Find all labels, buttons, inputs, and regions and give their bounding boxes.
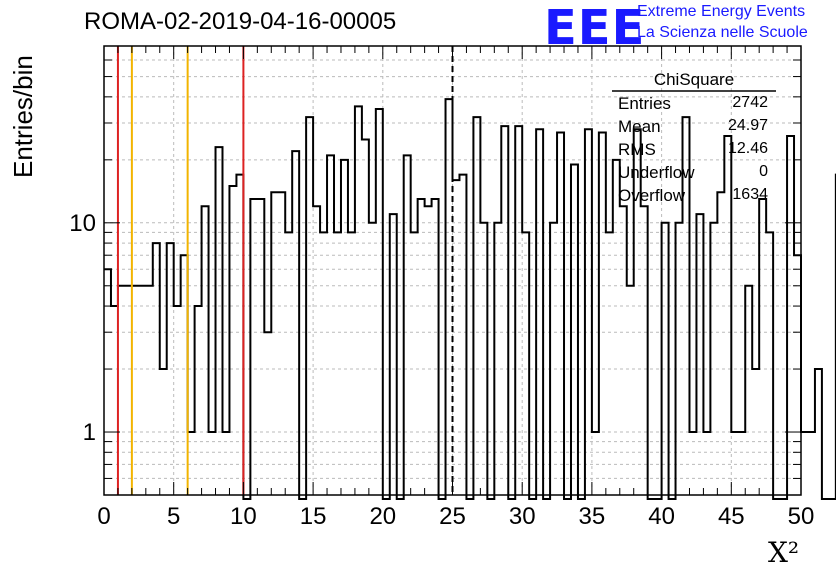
x-tick-label: 0 xyxy=(97,503,110,530)
histogram-line xyxy=(104,98,836,500)
x-axis-label: X² xyxy=(768,536,800,569)
x-tick-label: 50 xyxy=(788,503,815,530)
stats-box-title: ChiSquare xyxy=(653,70,735,89)
stat-entries-label: Entries xyxy=(618,94,671,113)
stat-entries-value: 2742 xyxy=(732,94,768,111)
x-tick-label: 20 xyxy=(369,503,396,530)
stat-rms-label: RMS xyxy=(618,140,656,159)
stat-underflow-label: Underflow xyxy=(618,163,695,182)
eee-logo: EEE xyxy=(544,0,646,56)
logo-line-1: Extreme Energy Events xyxy=(637,3,806,20)
x-tick-label: 30 xyxy=(509,503,536,530)
stat-overflow-label: Overflow xyxy=(618,186,686,205)
stat-mean-value: 24.97 xyxy=(727,117,768,134)
y-tick-label: 10 xyxy=(69,210,96,237)
x-tick-label: 45 xyxy=(718,503,745,530)
x-tick-label: 15 xyxy=(300,503,327,530)
y-tick-label: 1 xyxy=(83,419,96,446)
stat-mean-label: Mean xyxy=(618,117,661,136)
y-axis-label: Entries/bin xyxy=(8,55,38,178)
stat-rms-value: 12.46 xyxy=(727,140,768,157)
x-tick-label: 5 xyxy=(167,503,180,530)
x-tick-label: 40 xyxy=(648,503,675,530)
x-tick-label: 25 xyxy=(439,503,466,530)
x-tick-label: 35 xyxy=(579,503,606,530)
stat-underflow-value: 0 xyxy=(759,163,768,180)
chart-title: ROMA-02-2019-04-16-00005 xyxy=(84,8,397,35)
stat-overflow-value: 1634 xyxy=(732,186,768,203)
x-tick-label: 10 xyxy=(230,503,257,530)
logo-line-2: La Scienza nelle Scuole xyxy=(637,24,808,41)
